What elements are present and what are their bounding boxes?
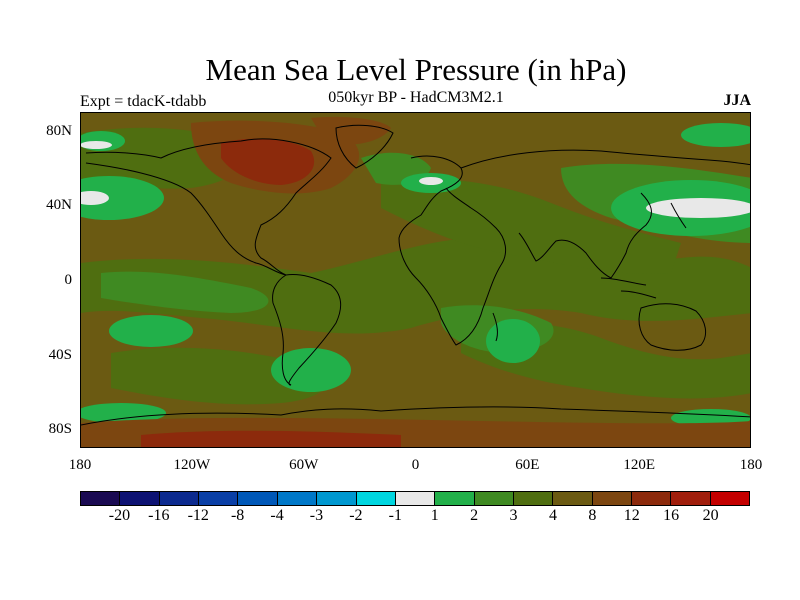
field-bright-satlantic — [271, 348, 351, 392]
field-bright-sindian — [486, 319, 540, 363]
colorbar-swatch — [120, 492, 160, 505]
colorbar-label: -8 — [230, 507, 245, 524]
colorbar-swatch — [710, 492, 750, 505]
pressure-anomaly-map — [81, 113, 750, 447]
x-axis-label: 180 — [68, 457, 92, 473]
field-grey-npacific-east — [646, 198, 750, 218]
chart-subtitle: 050kyr BP - HadCM3M2.1 — [328, 89, 504, 106]
coastlines — [81, 124, 750, 426]
coast-greenland — [335, 124, 394, 169]
field-red-northamerica — [221, 138, 315, 185]
field-olive-south — [111, 347, 326, 405]
colorbar-label: -16 — [148, 507, 170, 524]
colorbar-label: 12 — [623, 507, 640, 524]
coast-japan — [670, 202, 687, 229]
x-axis-label: 120W — [173, 457, 211, 473]
colorbar-swatch — [395, 492, 436, 505]
colorbar-swatch — [592, 492, 633, 505]
colorbar-label: 2 — [470, 507, 479, 524]
colorbar-label: 16 — [663, 507, 680, 524]
coast-south-america — [272, 274, 342, 386]
colorbar-swatch — [277, 492, 318, 505]
season-label: JJA — [723, 92, 751, 109]
colorbar-swatch — [435, 492, 475, 505]
field-bright-antarctic — [81, 403, 166, 423]
field-green-pacific — [101, 271, 269, 313]
colorbar-label: -4 — [270, 507, 284, 524]
coast-north-america — [85, 138, 332, 276]
colorbar-label: 4 — [548, 507, 557, 524]
chart-title: Mean Sea Level Pressure (in hPa) — [205, 52, 627, 87]
coast-antarctica — [81, 406, 750, 426]
field-bright-arctic — [681, 123, 750, 147]
y-axis-label: 80N — [46, 122, 72, 139]
colorbar — [80, 491, 750, 506]
colorbar-swatch — [474, 492, 514, 505]
field-red-antarctic — [141, 430, 401, 447]
y-axis-label: 0 — [64, 272, 73, 288]
colorbar-label: -1 — [388, 507, 402, 524]
colorbar-swatch — [81, 492, 121, 505]
field-grey-arctic — [81, 141, 112, 149]
coast-indonesia — [600, 277, 657, 299]
map-panel — [80, 112, 751, 448]
field-olive-asia — [381, 179, 681, 274]
coast-australia — [638, 303, 707, 351]
colorbar-label: -2 — [349, 507, 363, 524]
colorbar-swatch — [553, 492, 593, 505]
x-axis-label: 60E — [515, 457, 540, 473]
field-bright-npacific — [81, 176, 164, 220]
colorbar-label: 20 — [702, 507, 719, 524]
coast-asia — [460, 149, 750, 279]
colorbar-swatch — [671, 492, 711, 505]
colorbar-swatch — [199, 492, 239, 505]
colorbar-swatch — [317, 492, 357, 505]
field-rust-greenland — [311, 116, 391, 145]
colorbar-label: 8 — [588, 507, 597, 524]
colorbar-label: 3 — [509, 507, 518, 524]
colorbar-swatch — [356, 492, 396, 505]
field-grey-europe — [419, 177, 443, 185]
colorbar-label: -20 — [108, 507, 131, 524]
colorbar-swatch — [513, 492, 554, 505]
experiment-label: Expt = tdacK-tdabb — [80, 93, 207, 110]
colorbar-label: 1 — [430, 507, 439, 524]
coast-europe-africa — [398, 155, 507, 346]
colorbar-swatch — [632, 492, 672, 505]
x-axis-label: 60W — [289, 457, 319, 473]
y-axis-label: 80S — [48, 421, 72, 438]
x-axis-label: 120E — [623, 457, 655, 473]
field-grey-npacific — [81, 191, 109, 205]
colorbar-label: -3 — [309, 507, 324, 524]
colorbar-label: -12 — [187, 507, 209, 524]
x-axis-label: 0 — [411, 457, 420, 473]
colorbar-swatch — [238, 492, 278, 505]
colorbar-swatch — [159, 492, 200, 505]
field-bright-spacific — [109, 315, 193, 347]
coast-madagascar — [492, 312, 498, 342]
x-axis-label: 180 — [739, 457, 763, 473]
y-axis-label: 40N — [46, 197, 72, 214]
y-axis-label: 40S — [48, 346, 72, 363]
